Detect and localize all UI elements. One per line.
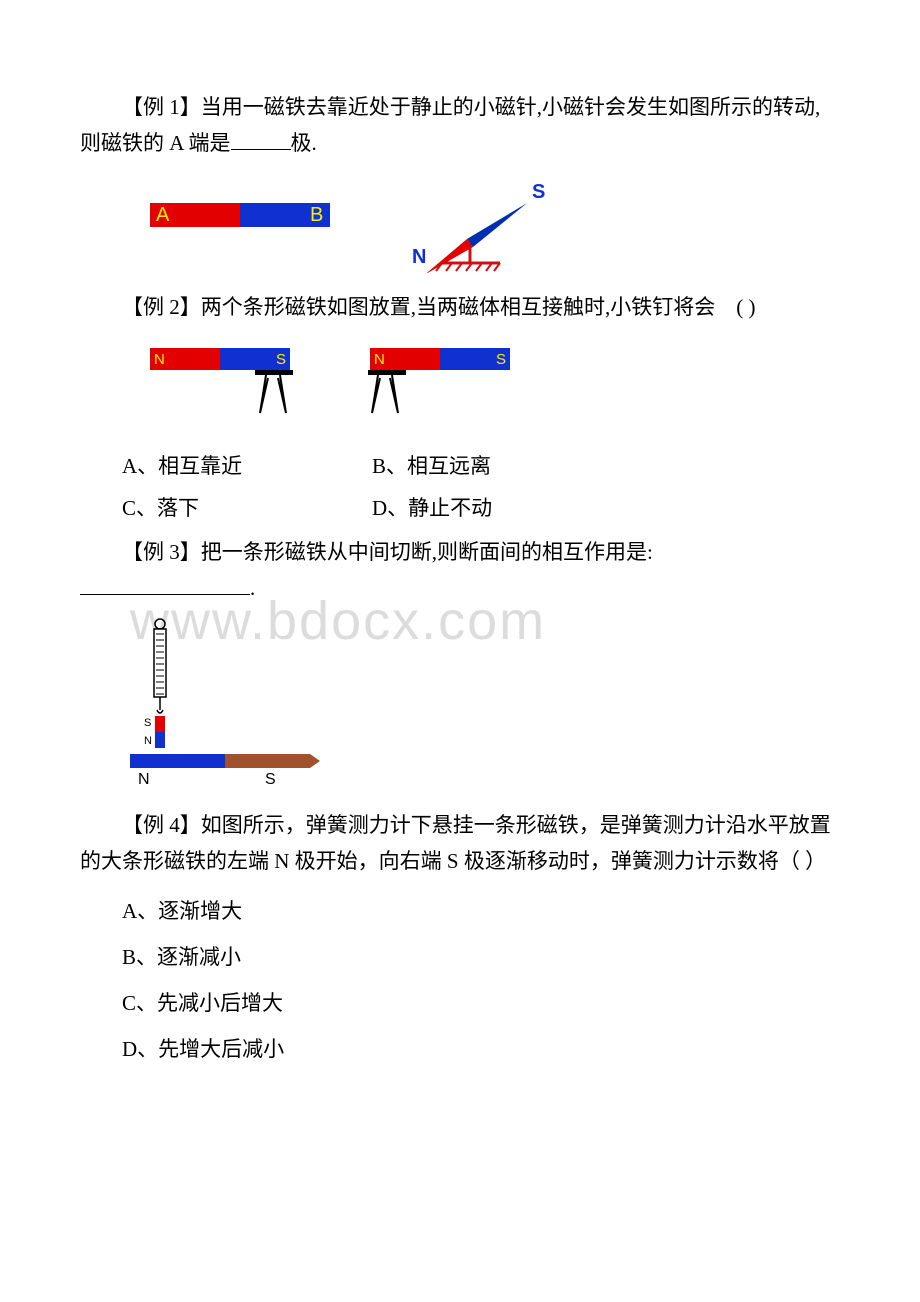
ex4-opt-A: A、逐渐增大 [122, 888, 840, 934]
ex2-opt-C: C、落下 [122, 487, 302, 529]
ex1-svg: A B [140, 173, 580, 273]
ex3-text-a: 【例 3】把一条形磁铁从中间切断,则断面间的相互作用是: [80, 535, 653, 571]
ex1-text-a: 【例 1】当用一磁铁去靠近处于静止的小磁针,小磁针会发生如图所示的转动,则磁铁的… [80, 95, 820, 155]
ex4-options: A、逐渐增大 B、逐渐减小 C、先减小后增大 D、先增大后减小 [122, 888, 840, 1073]
ex1-N-label: N [412, 246, 426, 268]
ex2-l-nail1 [260, 375, 268, 413]
ex3-blank [80, 572, 250, 595]
ex2-r-nail2 [390, 375, 398, 413]
ex2-l-N-label: N [154, 351, 165, 368]
ex1-blank [231, 127, 291, 150]
ex3-text-b: . [250, 576, 255, 600]
ex4-text: 【例 4】如图所示，弹簧测力计下悬挂一条形磁铁，是弹簧测力计沿水平放置的大条形磁… [80, 808, 840, 879]
ex4-svg: S N N S [110, 616, 350, 791]
ex1-needle-S [467, 199, 530, 247]
ex2-opt-A: A、相互靠近 [122, 445, 302, 487]
ex2-l-nail2 [278, 375, 286, 413]
ex2-text-b: ( ) [736, 295, 755, 319]
ex2-l-plate [255, 370, 293, 375]
ex2-options-row2: C、落下 D、静止不动 [122, 487, 840, 529]
ex3-text: 【例 3】把一条形磁铁从中间切断,则断面间的相互作用是: . [80, 535, 840, 606]
ex2-r-S-label: S [496, 351, 506, 368]
ex1-figure: A B [140, 173, 840, 278]
ex2-options-row1: A、相互靠近 B、相互远离 [122, 445, 840, 487]
ex1-text-b: 极. [291, 131, 317, 155]
ex4-big-N-label: N [138, 771, 150, 788]
ex4-small-S [155, 716, 165, 732]
ex2-svg: N S N S [140, 338, 620, 428]
ex1-compass: N S [412, 181, 545, 273]
ex2-r-nail1 [372, 375, 380, 413]
ex2-l-S-label: S [276, 351, 286, 368]
ex4-scale-body [154, 629, 166, 697]
ex2-figure: N S N S [140, 338, 840, 433]
ex4-big-N [130, 754, 225, 768]
ex2-opt-D: D、静止不动 [372, 487, 552, 529]
ex4-ring [155, 619, 165, 629]
ex2-r-plate [368, 370, 406, 375]
ex4-big-S-label: S [265, 771, 276, 788]
document-content: 【例 1】当用一磁铁去靠近处于静止的小磁针,小磁针会发生如图所示的转动,则磁铁的… [80, 90, 840, 1073]
ex4-hook [157, 710, 163, 713]
ex2-opt-B: B、相互远离 [372, 445, 552, 487]
ex1-label-A: A [156, 204, 170, 226]
ex4-small-S-label: S [144, 717, 151, 729]
ex2-text-a: 【例 2】两个条形磁铁如图放置,当两磁体相互接触时,小铁钉将会 [122, 295, 715, 319]
ex4-small-N-label: N [144, 735, 152, 747]
ex4-small-N [155, 732, 165, 748]
ex1-label-B: B [310, 204, 323, 226]
ex4-figure: S N N S [110, 616, 840, 796]
ex1-S-label: S [532, 181, 545, 203]
ex4-opt-B: B、逐渐减小 [122, 934, 840, 980]
ex4-opt-C: C、先减小后增大 [122, 980, 840, 1026]
ex1-text: 【例 1】当用一磁铁去靠近处于静止的小磁针,小磁针会发生如图所示的转动,则磁铁的… [80, 90, 840, 161]
ex4-big-S [225, 754, 320, 768]
ex2-text: 【例 2】两个条形磁铁如图放置,当两磁体相互接触时,小铁钉将会 ( ) [80, 290, 840, 326]
ex2-r-N-label: N [374, 351, 385, 368]
ex4-opt-D: D、先增大后减小 [122, 1026, 840, 1072]
